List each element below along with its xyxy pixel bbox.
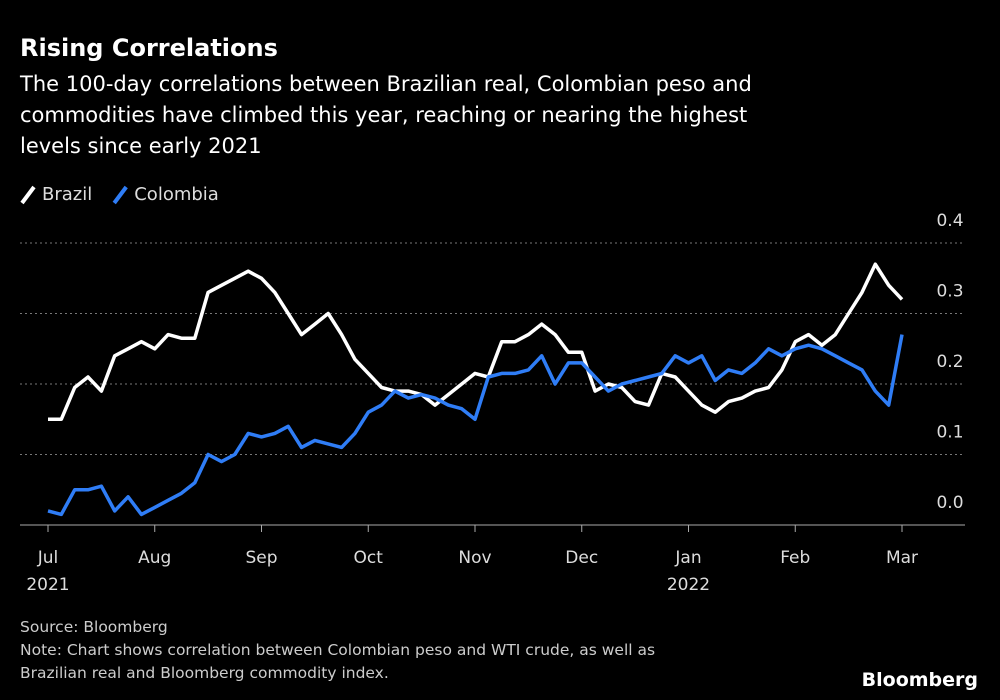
x-tick-label: Aug <box>138 548 171 568</box>
x-tick-label: Jan <box>674 548 701 568</box>
subtitle-line: levels since early 2021 <box>20 134 262 158</box>
x-year-label: 2021 <box>26 575 69 595</box>
note-line: Note: Chart shows correlation between Co… <box>20 641 655 659</box>
brand-logo: Bloomberg <box>862 669 978 691</box>
x-tick-label: Mar <box>886 548 918 568</box>
chart-title: Rising Correlations <box>20 34 278 62</box>
y-tick-label: 0.0 <box>936 493 963 513</box>
source: Source: Bloomberg <box>20 618 168 636</box>
series-line <box>47 334 904 517</box>
subtitle-line: commodities have climbed this year, reac… <box>20 103 747 127</box>
y-tick-label: 0.2 <box>936 352 963 372</box>
x-tick-label: Sep <box>245 548 277 568</box>
note-line: Brazilian real and Bloomberg commodity i… <box>20 664 389 682</box>
x-tick-label: Dec <box>565 548 598 568</box>
series-line <box>48 262 904 422</box>
legend-swatch <box>20 185 36 205</box>
x-year-label: 2022 <box>667 575 710 595</box>
x-tick-label: Nov <box>458 548 491 568</box>
y-tick-label: 0.3 <box>936 282 963 302</box>
legend-label: Brazil <box>42 184 92 205</box>
subtitle-line: The 100-day correlations between Brazili… <box>19 72 752 96</box>
legend-label: Colombia <box>134 184 219 205</box>
legend-swatch <box>112 185 128 205</box>
x-tick-label: Jul <box>37 548 59 568</box>
y-tick-label: 0.1 <box>936 423 963 443</box>
y-tick-label: 0.4 <box>936 211 963 231</box>
x-tick-label: Feb <box>780 548 810 568</box>
x-tick-label: Oct <box>354 548 384 568</box>
